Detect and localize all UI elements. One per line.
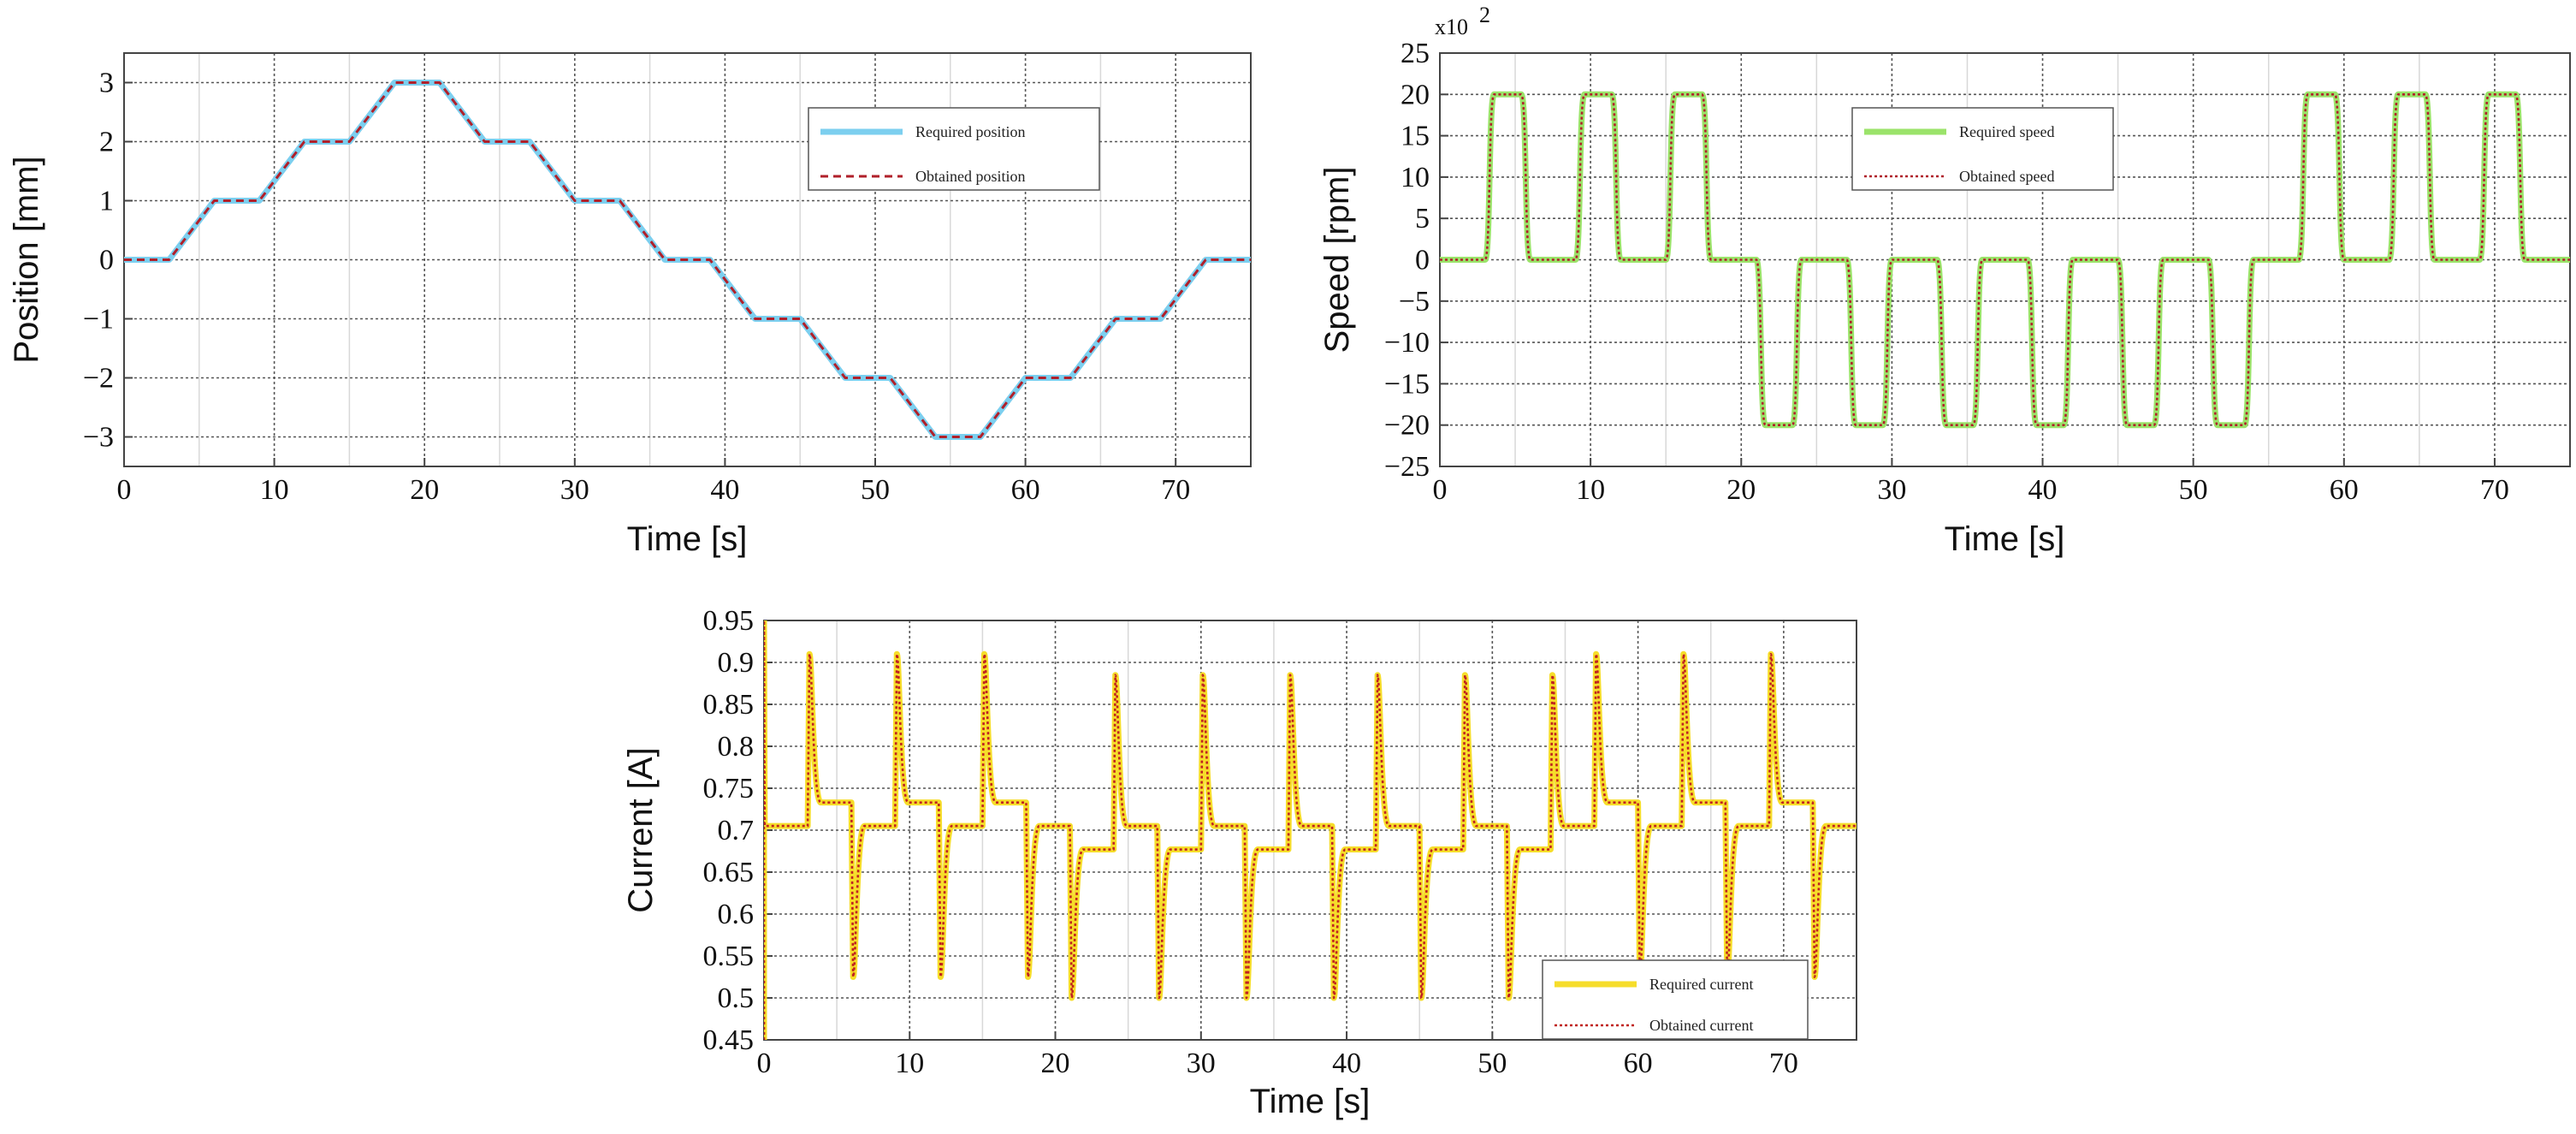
x-tick-label: 60 [2330, 474, 2359, 506]
y-tick-label: 0 [1415, 245, 1430, 276]
x-tick-label: 20 [1726, 474, 1756, 506]
y-tick-label: 0 [99, 245, 114, 276]
y-tick-label: 3 [99, 68, 114, 99]
legend-box [808, 107, 1100, 191]
y-tick-labels: 25 20 15 10 5 0 −5 −10 −15 −20 −25 [1384, 38, 1448, 483]
series-group [1440, 91, 2570, 429]
chart-current: 0 10 20 30 40 50 60 70 0.95 0.9 0.85 0.8 0.75 0.7 0.65… [622, 605, 1857, 1120]
x-tick-label: 30 [560, 474, 589, 506]
y-tick-label: 15 [1401, 121, 1430, 152]
x-tick-label: 30 [1877, 474, 1906, 506]
x-tick-label: 60 [1011, 474, 1040, 506]
y-tick-label: 2 [99, 127, 114, 158]
y-tick-label: 20 [1401, 79, 1430, 110]
y-tick-label: −5 [1399, 286, 1430, 318]
legend-label: Required speed [1959, 123, 2054, 140]
series-obtained-speed [1440, 93, 2570, 426]
y-tick-label: 0.55 [703, 941, 755, 972]
legend: Required position Obtained position [808, 107, 1100, 191]
y-tick-label: 0.9 [718, 647, 755, 679]
y-tick-label: −15 [1384, 368, 1430, 400]
x-tick-label: 50 [1477, 1048, 1507, 1079]
series-obtained-current [764, 620, 1856, 1040]
legend-label: Obtained position [915, 168, 1026, 185]
x-tick-label: 50 [2179, 474, 2208, 506]
x-tick-label: 10 [1576, 474, 1605, 506]
y-axis-label: Speed [rpm] [1318, 167, 1356, 353]
y-multiplier: x10 [1435, 15, 1468, 39]
x-tick-labels: 0 10 20 30 40 50 60 70 [757, 1031, 1798, 1079]
y-tick-label: 1 [99, 186, 114, 217]
y-tick-label: 0.5 [718, 983, 755, 1014]
series-group [124, 80, 1251, 440]
y-axis-label: Position [mm] [8, 156, 45, 363]
x-tick-label: 40 [710, 474, 739, 506]
y-tick-label: 10 [1401, 162, 1430, 193]
x-tick-labels: 0 10 20 30 40 50 60 70 [1433, 458, 2509, 506]
x-tick-label: 70 [2480, 474, 2509, 506]
x-tick-label: 20 [1041, 1048, 1070, 1079]
y-tick-label: −10 [1384, 327, 1430, 359]
y-tick-label: −2 [83, 363, 114, 395]
x-tick-label: 70 [1161, 474, 1190, 506]
x-tick-label: 40 [1332, 1048, 1361, 1079]
y-axis-label: Current [A] [622, 747, 660, 912]
x-tick-labels: 0 10 20 30 40 50 60 70 [117, 458, 1190, 506]
x-tick-label: 30 [1187, 1048, 1216, 1079]
legend-label: Obtained speed [1959, 168, 2054, 185]
legend: Required current Obtained current [1542, 959, 1809, 1040]
y-tick-label: −1 [83, 304, 114, 335]
y-tick-label: 0.6 [718, 899, 755, 930]
legend: Required speed Obtained speed [1851, 107, 2114, 191]
legend-label: Required current [1649, 976, 1753, 993]
x-tick-label: 70 [1769, 1048, 1798, 1079]
legend-label: Required position [915, 123, 1026, 140]
grid [124, 53, 1251, 466]
y-tick-label: 0.8 [718, 731, 755, 763]
x-axis-label: Time [s] [1945, 520, 2065, 558]
x-tick-label: 0 [757, 1048, 772, 1079]
y-tick-label: −20 [1384, 410, 1430, 442]
y-tick-label: 0.7 [718, 815, 755, 846]
y-tick-label: 0.85 [703, 689, 755, 721]
chart-speed: 0 10 20 30 40 50 60 702520151050−5−10−15−20−25T… [1318, 3, 2571, 558]
y-tick-label: 0.45 [703, 1024, 755, 1056]
x-tick-label: 10 [895, 1048, 924, 1079]
x-tick-label: 0 [117, 474, 132, 506]
legend-label: Obtained current [1649, 1017, 1753, 1034]
x-axis-label: Time [s] [1250, 1083, 1371, 1120]
series-obtained-position [124, 81, 1251, 438]
x-tick-label: 0 [1433, 474, 1448, 506]
series-group [764, 620, 1856, 1040]
y-tick-label: 0.95 [703, 605, 755, 637]
y-tick-labels: 0.95 0.9 0.85 0.8 0.75 0.7 0.65 0.6 0.55 0.5 0.45 [703, 605, 773, 1056]
x-tick-label: 60 [1624, 1048, 1653, 1079]
y-tick-label: −3 [83, 422, 114, 454]
x-tick-label: 20 [410, 474, 439, 506]
y-tick-label: 0.65 [703, 857, 755, 888]
y-tick-label: 0.75 [703, 773, 755, 804]
y-tick-label: −25 [1384, 451, 1430, 483]
x-axis-label: Time [s] [627, 520, 748, 558]
y-tick-labels: 3 2 1 0 −1 −2 −3 [83, 68, 133, 454]
y-tick-label: 5 [1415, 203, 1430, 235]
x-tick-label: 40 [2028, 474, 2058, 506]
y-tick-label: 25 [1401, 38, 1430, 69]
x-tick-label: 50 [861, 474, 890, 506]
y-multiplier-exponent: 2 [1479, 3, 1490, 27]
x-tick-label: 10 [260, 474, 289, 506]
